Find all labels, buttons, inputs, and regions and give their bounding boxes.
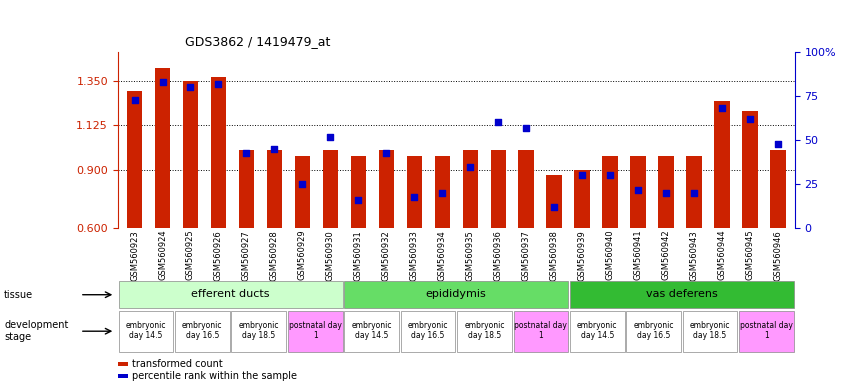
Text: embryonic
day 16.5: embryonic day 16.5 [633,321,674,340]
Bar [155,68,170,228]
Point [463,164,477,170]
Bar [294,156,310,228]
Bar [574,170,590,228]
Point [128,96,141,103]
Bar [351,156,366,228]
Bar [119,281,342,308]
Bar [458,311,512,351]
Text: embryonic
day 18.5: embryonic day 18.5 [690,321,730,340]
Point [240,149,253,156]
Point [575,172,589,179]
Bar [239,150,254,228]
Point [659,190,673,196]
Bar [175,311,230,351]
Bar [570,281,794,308]
Text: postnatal day
1: postnatal day 1 [740,321,793,340]
Bar [683,311,738,351]
Bar [463,150,478,228]
Bar [231,311,286,351]
Text: embryonic
day 16.5: embryonic day 16.5 [408,321,448,340]
Bar [659,156,674,228]
Point [436,190,449,196]
Point [296,181,309,187]
Point [771,141,785,147]
Point [212,81,225,87]
Text: embryonic
day 18.5: embryonic day 18.5 [464,321,505,340]
Point [491,119,505,126]
Bar [743,111,758,228]
Bar [631,156,646,228]
Text: embryonic
day 14.5: embryonic day 14.5 [352,321,392,340]
Bar [547,175,562,228]
Point [324,134,337,140]
Bar [770,150,785,228]
Bar [406,156,422,228]
Bar [344,311,399,351]
Bar [435,156,450,228]
Bar [378,150,394,228]
Bar [570,311,625,351]
Text: tissue: tissue [4,290,34,300]
Bar [211,77,226,228]
Point [687,190,701,196]
Bar [182,81,198,228]
Point [743,116,757,122]
Bar [323,150,338,228]
Text: embryonic
day 18.5: embryonic day 18.5 [239,321,279,340]
Bar [714,101,730,228]
Point [156,79,169,85]
Bar [627,311,681,351]
Text: percentile rank within the sample: percentile rank within the sample [132,371,297,381]
Text: development
stage: development stage [4,320,69,342]
Text: embryonic
day 16.5: embryonic day 16.5 [182,321,223,340]
Bar [739,311,794,351]
Text: postnatal day
1: postnatal day 1 [515,321,568,340]
Point [716,105,729,111]
Bar [288,311,342,351]
Point [379,149,393,156]
Point [632,187,645,193]
Text: vas deferens: vas deferens [646,289,717,299]
Text: embryonic
day 14.5: embryonic day 14.5 [577,321,617,340]
Point [267,146,281,152]
Text: GDS3862 / 1419479_at: GDS3862 / 1419479_at [185,35,331,48]
Bar [344,281,569,308]
Bar [267,150,282,228]
Point [547,204,561,210]
Bar [490,150,506,228]
Point [408,194,421,200]
Text: embryonic
day 14.5: embryonic day 14.5 [125,321,167,340]
Bar [127,91,142,228]
Text: transformed count: transformed count [132,359,223,369]
Bar [686,156,701,228]
Point [520,125,533,131]
Text: epididymis: epididymis [426,289,487,299]
Bar [119,311,173,351]
Point [603,172,616,179]
Text: postnatal day
1: postnatal day 1 [288,321,341,340]
Bar [602,156,618,228]
Point [352,197,365,203]
Bar [400,311,455,351]
Text: efferent ducts: efferent ducts [191,289,270,299]
Point [183,84,197,90]
Bar [519,150,534,228]
Bar [514,311,569,351]
